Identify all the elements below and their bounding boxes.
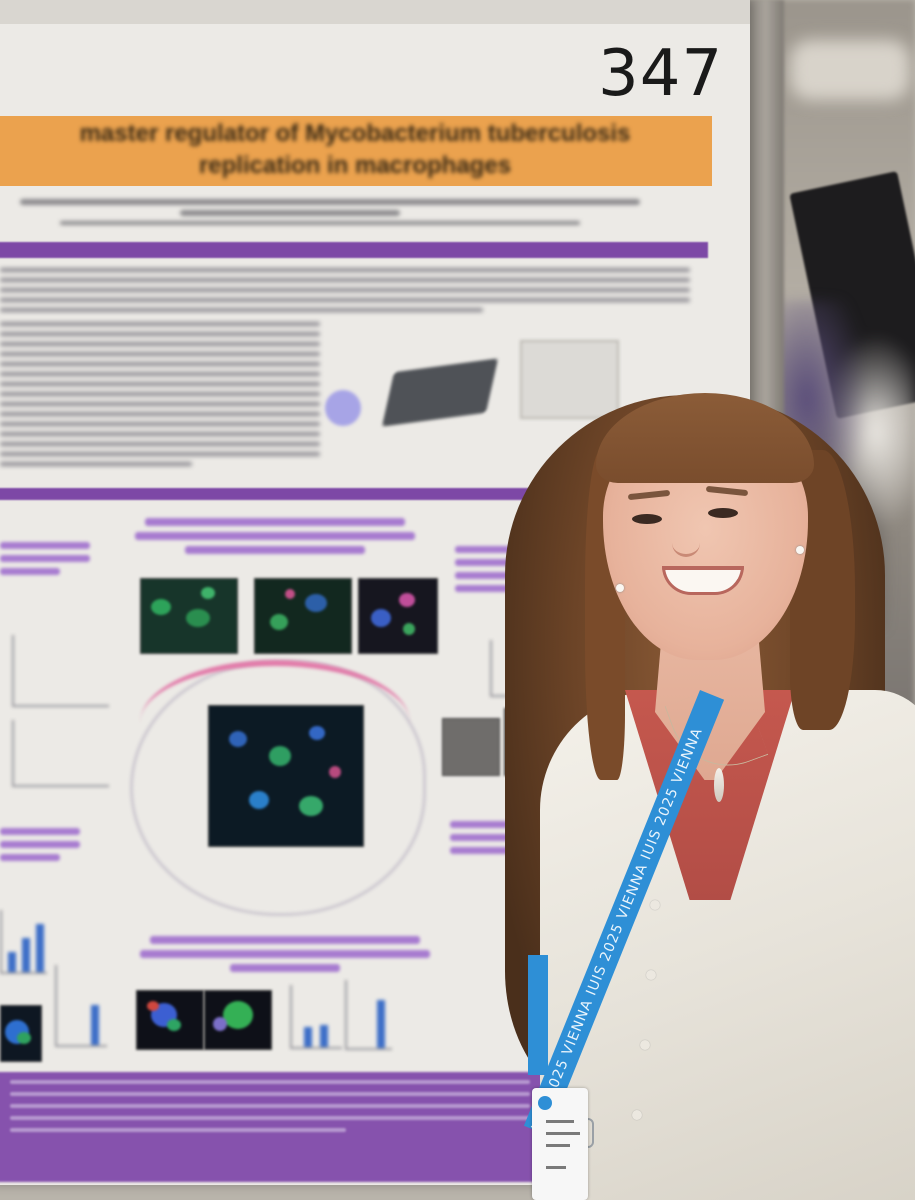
- microscopy-image-bottom-1: [0, 1005, 42, 1062]
- lanyard-left-strap: [528, 955, 548, 1075]
- microscopy-image-1: [140, 578, 238, 654]
- section-heading-blurred: [135, 512, 415, 560]
- bar-chart-sketch-4: [345, 980, 392, 1050]
- poster-number: 347: [598, 37, 724, 111]
- section-heading-left-blurred: [0, 536, 90, 581]
- poster-title-line-2: replication in macrophages: [198, 152, 512, 179]
- poster-intro-text-blurred: [0, 322, 320, 472]
- necklace-pendant: [714, 768, 724, 802]
- poster-title: master regulator of Mycobacterium tuberc…: [0, 118, 720, 182]
- microscope-illustration: [520, 340, 619, 419]
- poster-title-band: [0, 116, 712, 186]
- microscopy-image-large: [208, 705, 364, 847]
- earring-left: [616, 584, 624, 592]
- line-chart-sketch-2: [12, 720, 109, 787]
- ceiling-light: [790, 40, 910, 100]
- poster-conclusion-band: [0, 1072, 550, 1182]
- cell-icon: [325, 390, 361, 426]
- microscopy-image-3: [358, 578, 438, 654]
- person-nose: [672, 528, 700, 557]
- instrument-illustration: [381, 358, 499, 427]
- earring-right: [796, 546, 804, 554]
- conference-logo-icon: [538, 1096, 552, 1110]
- section-heading-bottom-blurred: [140, 930, 430, 978]
- bar-chart-sketch-1: [0, 910, 47, 974]
- section-heading-lower-left-blurred: [0, 822, 80, 867]
- bar-chart-sketch-2: [55, 965, 107, 1047]
- line-chart-sketch-1: [12, 635, 109, 707]
- poster-board-top: [0, 0, 750, 24]
- section-heading-lower-right-blurred: [450, 815, 530, 860]
- person-right-eye: [708, 508, 738, 518]
- microscopy-image-2: [254, 578, 352, 654]
- poster-title-line-1: master regulator of Mycobacterium tuberc…: [79, 120, 631, 147]
- cell-schematic-arc: [140, 660, 410, 786]
- poster-authors-blurred: [0, 194, 660, 225]
- poster-divider-1: [0, 242, 708, 258]
- poster-abstract-blurred: [0, 268, 690, 318]
- bar-chart-sketch-3: [290, 985, 342, 1049]
- poster-divider-2: [0, 488, 590, 500]
- person-left-eye: [632, 514, 662, 524]
- microscopy-image-bottom-2: [136, 990, 204, 1050]
- microscopy-image-bottom-3: [204, 990, 272, 1050]
- person-smile: [662, 566, 744, 595]
- conference-name-badge: [532, 1088, 588, 1200]
- microscopy-image-gray-1: [442, 718, 500, 776]
